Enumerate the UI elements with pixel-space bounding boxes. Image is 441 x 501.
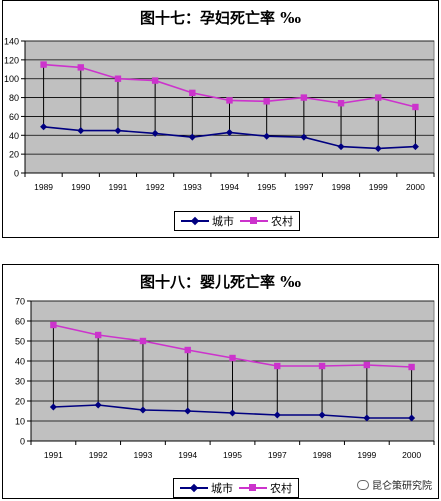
x-tick-label: 1991: [108, 182, 127, 192]
data-point: [318, 411, 326, 419]
chart-plot: 0 20 40 60 80 100 120 140 1989 1990 1991 1992 1993 19…: [4, 37, 435, 192]
chart-title: 图十八：婴儿死亡率 ‰: [140, 273, 301, 291]
y-tick-label: 20: [15, 397, 25, 407]
data-point: [184, 346, 191, 354]
data-point: [337, 100, 345, 107]
data-point: [411, 143, 419, 151]
legend-label-rural: 农村: [270, 483, 292, 495]
data-point: [375, 94, 382, 101]
data-point: [226, 128, 233, 136]
legend-label-city: 城市: [211, 483, 233, 495]
legend-swatch-city: [180, 483, 208, 493]
y-tick-label: 10: [15, 417, 25, 427]
watermark-text: 昆仑策研究院: [372, 481, 432, 492]
data-point: [318, 362, 326, 370]
data-point: [188, 133, 196, 141]
x-tick-label: 1995: [223, 450, 242, 460]
x-tick-label: 1993: [133, 450, 152, 460]
y-tick-label: 80: [9, 93, 19, 103]
data-point: [337, 143, 345, 151]
data-point: [273, 411, 281, 419]
data-point: [412, 103, 419, 111]
x-tick-label: 1998: [332, 182, 351, 192]
y-tick-label: 30: [15, 377, 25, 387]
x-tick-label: 1992: [146, 182, 165, 192]
chart-legend: 城市 农村: [173, 478, 299, 498]
x-tick-label: 1994: [220, 182, 239, 192]
data-point: [229, 409, 236, 417]
y-tick-label: 120: [4, 55, 19, 65]
data-point: [274, 362, 281, 370]
x-tick-label: 1997: [268, 450, 287, 460]
data-point: [300, 133, 308, 141]
data-point: [94, 401, 102, 409]
chart-infant-mortality: 图十八：婴儿死亡率 ‰ 0 10 20 30 40 50 60 70 1991 1992 1993 1…: [2, 264, 439, 499]
data-point: [189, 89, 196, 97]
legend-item-rural: 农村: [240, 213, 293, 229]
data-point: [151, 129, 159, 137]
y-tick-label: 40: [15, 357, 25, 367]
y-tick-label: 60: [9, 112, 19, 122]
data-point: [151, 77, 159, 84]
data-point: [77, 127, 85, 135]
wechat-icon: [357, 479, 369, 490]
data-point: [263, 98, 270, 105]
data-point: [408, 414, 416, 422]
data-point: [49, 403, 57, 411]
legend-swatch-rural: [239, 483, 267, 493]
y-tick-label: 60: [15, 317, 25, 327]
x-tick-label: 1997: [294, 182, 313, 192]
data-point: [77, 64, 84, 71]
x-tick-label: 1993: [183, 182, 202, 192]
data-point: [226, 97, 233, 104]
data-point: [50, 321, 57, 329]
data-point: [229, 354, 236, 362]
x-tick-label: 2000: [406, 182, 425, 192]
data-point: [184, 407, 192, 415]
y-tick-label: 20: [9, 150, 19, 160]
y-tick-label: 70: [15, 297, 25, 307]
data-point: [363, 414, 371, 422]
y-tick-label: 0: [14, 169, 19, 179]
data-point: [374, 144, 382, 152]
data-point: [94, 331, 102, 339]
y-tick-label: 140: [4, 37, 19, 47]
data-point: [300, 94, 308, 101]
data-point: [40, 61, 47, 68]
legend-item-rural: 农村: [239, 480, 292, 496]
data-point: [114, 75, 122, 82]
data-point: [408, 363, 415, 371]
y-tick-label: 100: [4, 74, 19, 84]
x-tick-label: 1999: [357, 450, 376, 460]
x-tick-label: 1990: [71, 182, 90, 192]
chart-title: 图十七：孕妇死亡率 ‰: [140, 9, 301, 27]
legend-swatch-city: [181, 216, 209, 226]
y-tick-label: 50: [15, 337, 25, 347]
legend-label-city: 城市: [212, 216, 234, 228]
x-tick-label: 1998: [313, 450, 332, 460]
legend-item-city: 城市: [181, 213, 234, 229]
chart-legend: 城市 农村: [174, 211, 300, 231]
x-tick-label: 1995: [257, 182, 276, 192]
data-point: [114, 127, 122, 135]
x-tick-label: 1992: [89, 450, 108, 460]
x-tick-label: 1994: [178, 450, 197, 460]
x-tick-label: 2000: [402, 450, 421, 460]
x-tick-label: 1989: [34, 182, 53, 192]
legend-swatch-rural: [240, 216, 268, 226]
chart-maternal-mortality: 图十七：孕妇死亡率 ‰ 0 20 40 60 80 100 120 140 1989 1990 19…: [2, 0, 439, 238]
y-tick-label: 40: [9, 131, 19, 141]
y-tick-label: 0: [20, 437, 25, 447]
data-point: [139, 406, 147, 414]
data-point: [263, 132, 271, 140]
legend-item-city: 城市: [180, 480, 233, 496]
legend-label-rural: 农村: [271, 216, 293, 228]
data-point: [139, 337, 147, 345]
chart-plot: 0 10 20 30 40 50 60 70 1991 1992 1993 1994 1995 1997 1…: [15, 297, 435, 460]
watermark: 昆仑策研究院: [357, 477, 432, 492]
data-point: [363, 361, 371, 369]
x-tick-label: 1991: [44, 450, 63, 460]
data-point: [40, 123, 48, 131]
x-tick-label: 1999: [369, 182, 388, 192]
